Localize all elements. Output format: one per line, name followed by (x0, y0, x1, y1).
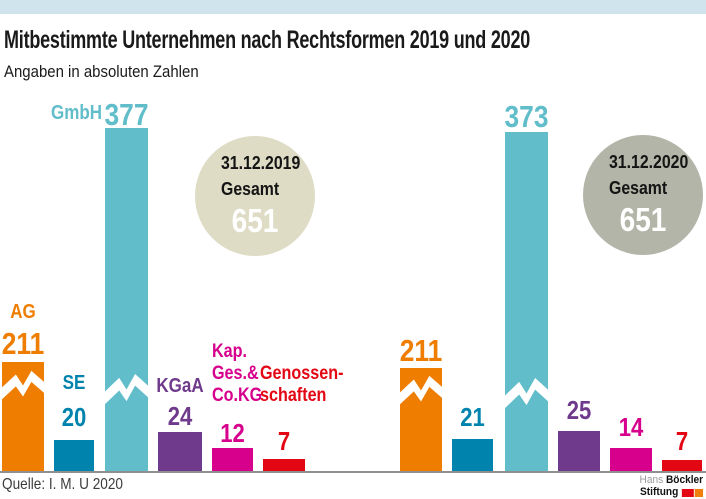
bar-label-2019-ag: AG (10, 301, 36, 323)
bar-value-2020-kapges: 14 (618, 412, 644, 442)
bar-2019-genossenschaften (263, 459, 305, 472)
logo-boeckler: Böckler (665, 474, 703, 486)
logo-stiftung: Stiftung (639, 486, 679, 498)
bar-2019-kapges (212, 448, 253, 472)
axis-break-marker (105, 373, 148, 405)
axis-break-marker (2, 370, 44, 400)
bar-2020-kgaa (558, 431, 600, 472)
bar-2019-kgaa (158, 432, 202, 472)
total-label-2019: Gesamt (221, 179, 280, 199)
bar-2020-gmbh (505, 132, 548, 472)
bar-2019-se (54, 440, 94, 472)
bar-value-2020-ag: 211 (399, 333, 443, 368)
logo-hans: Hans (639, 474, 666, 486)
total-date-2020: 31.12.2020 (609, 152, 689, 172)
total-value-2019: 651 (231, 202, 279, 239)
source-note: Quelle: I. M. U 2020 (2, 476, 123, 493)
logo-red-square-icon (681, 488, 694, 497)
bar-value-2019-se: 20 (61, 402, 87, 432)
bar-value-2020-se: 21 (460, 402, 485, 432)
logo-orange-square-icon (694, 488, 703, 497)
bar-2020-genossenschaften (662, 460, 702, 472)
total-label-2020: Gesamt (609, 178, 668, 198)
bar-label-2019-gmbh: GmbH (51, 102, 102, 124)
page-title: Mitbestimmte Unternehmen nach Rechtsform… (4, 26, 531, 54)
bar-2020-se (452, 439, 493, 472)
bar-value-2019-kapges: 12 (220, 418, 245, 448)
axis-break-marker (400, 375, 442, 405)
hans-boeckler-stiftung-logo: Hans Böckler Stiftung (639, 475, 703, 498)
bar-value-2020-genossenschaften: 7 (675, 426, 689, 456)
chart-baseline (0, 471, 706, 473)
bar-label-2019-se: SE (62, 372, 86, 394)
bar-value-2020-gmbh: 373 (504, 99, 549, 134)
total-circle-2020: 31.12.2020 Gesamt 651 (583, 135, 703, 255)
total-value-2020: 651 (619, 201, 667, 238)
bar-label-2019-kgaa: KGaA (156, 375, 204, 397)
page-subtitle: Angaben in absoluten Zahlen (4, 62, 199, 81)
bar-value-2019-ag: 211 (1, 326, 45, 361)
total-circle-2019: 31.12.2019 Gesamt 651 (195, 136, 315, 256)
bar-2020-kapges (610, 448, 652, 472)
axis-break-marker (505, 377, 548, 409)
bar-value-2019-kgaa: 24 (167, 401, 193, 431)
top-accent-strip (0, 0, 706, 14)
bar-label-2019-genossenschaften: Genossen- schaften (260, 363, 344, 406)
bar-value-2020-kgaa: 25 (566, 395, 592, 425)
bar-value-2019-gmbh: 377 (104, 97, 149, 132)
bar-value-2019-genossenschaften: 7 (277, 426, 291, 456)
bar-label-2019-kapges: Kap. Ges.& Co.KG (212, 341, 263, 406)
bar-2019-gmbh (105, 128, 148, 472)
total-date-2019: 31.12.2019 (221, 153, 301, 173)
